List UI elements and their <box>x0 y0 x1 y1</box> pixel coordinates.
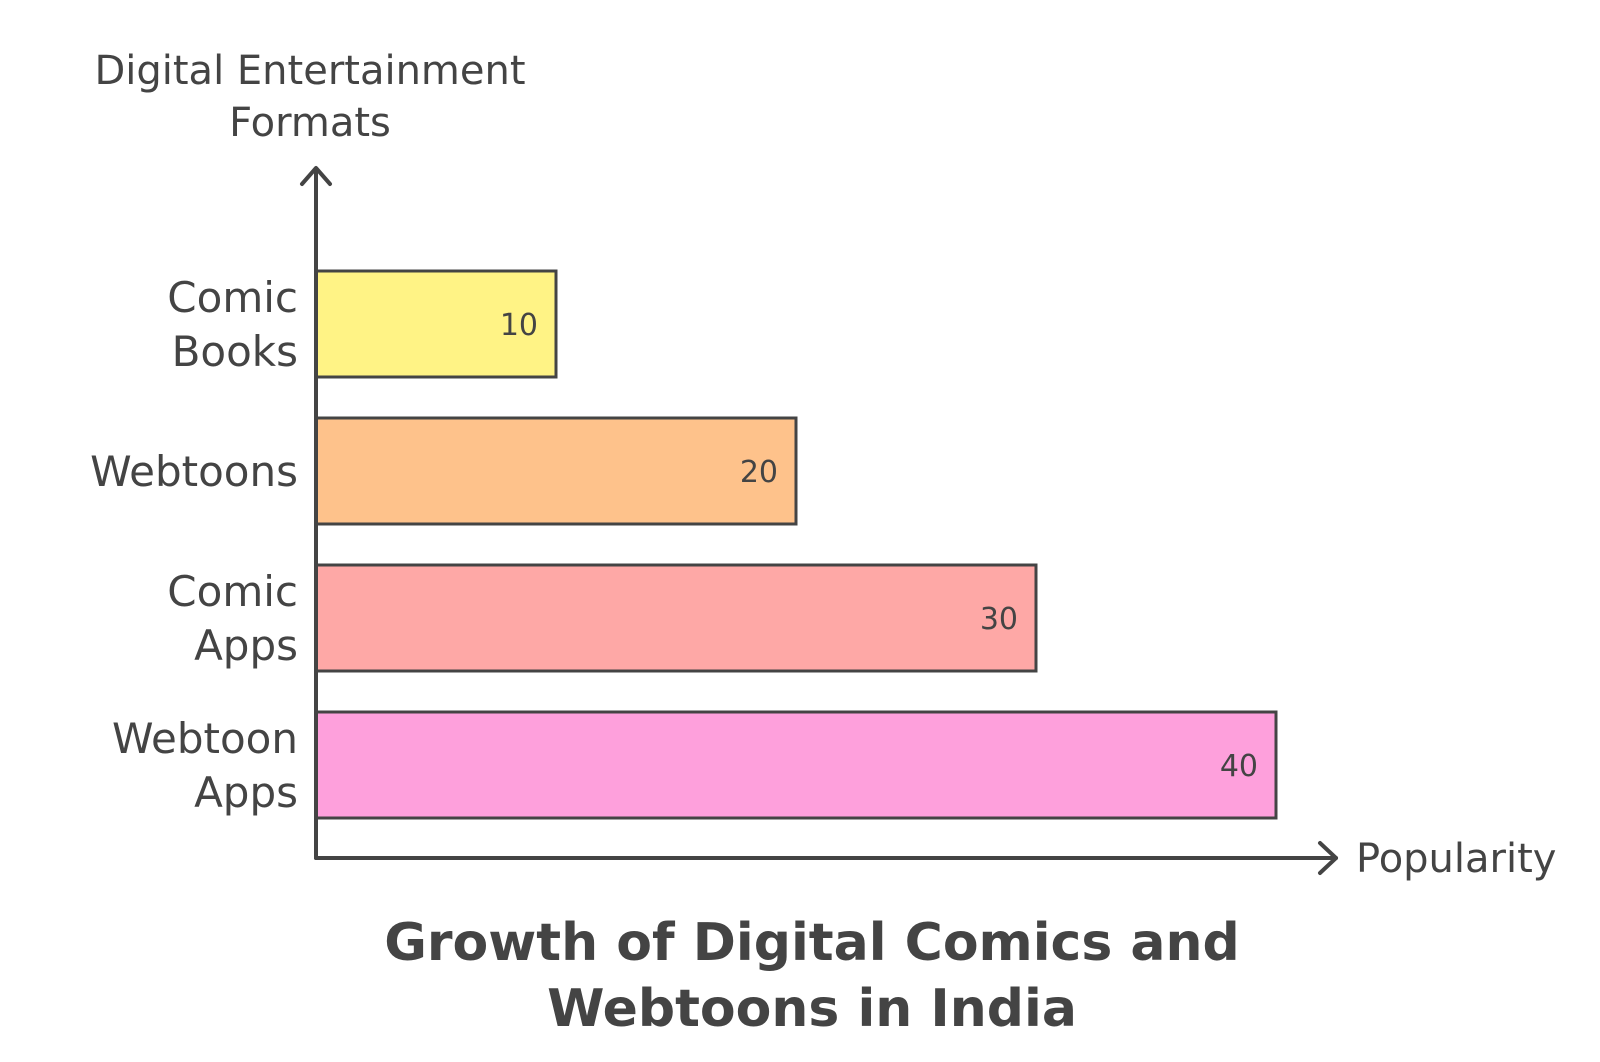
x-axis-title: Popularity <box>1356 836 1556 882</box>
category-label-1: Comic Books <box>167 273 298 376</box>
value-label-3: 30 <box>980 602 1018 637</box>
bars-layer <box>314 269 1278 820</box>
value-label-4: 40 <box>1220 749 1258 784</box>
bar-1 <box>314 269 558 379</box>
category-label-2: Webtoons <box>90 447 298 496</box>
category-label-4: Webtoon Apps <box>112 714 298 817</box>
axes-layer <box>300 166 1338 875</box>
x-axis-arrow-icon <box>1318 841 1338 875</box>
y-axis-title: Digital Entertainment Formats <box>94 48 525 146</box>
value-label-2: 20 <box>740 455 778 490</box>
category-label-3: Comic Apps <box>167 567 298 670</box>
bar-4 <box>314 710 1278 820</box>
chart-title: Growth of Digital Comics and Webtoons in … <box>384 913 1240 1039</box>
value-label-1: 10 <box>500 308 538 343</box>
titles-layer: Digital Entertainment Formats Popularity Gr… <box>94 48 1556 1039</box>
bar-3 <box>314 563 1038 673</box>
bar-2 <box>314 416 798 526</box>
labels-layer: 10 Comic Books 20 Webtoons 30 Comic Apps 40 Webto… <box>90 273 1258 817</box>
y-axis-arrow-icon <box>300 166 332 186</box>
